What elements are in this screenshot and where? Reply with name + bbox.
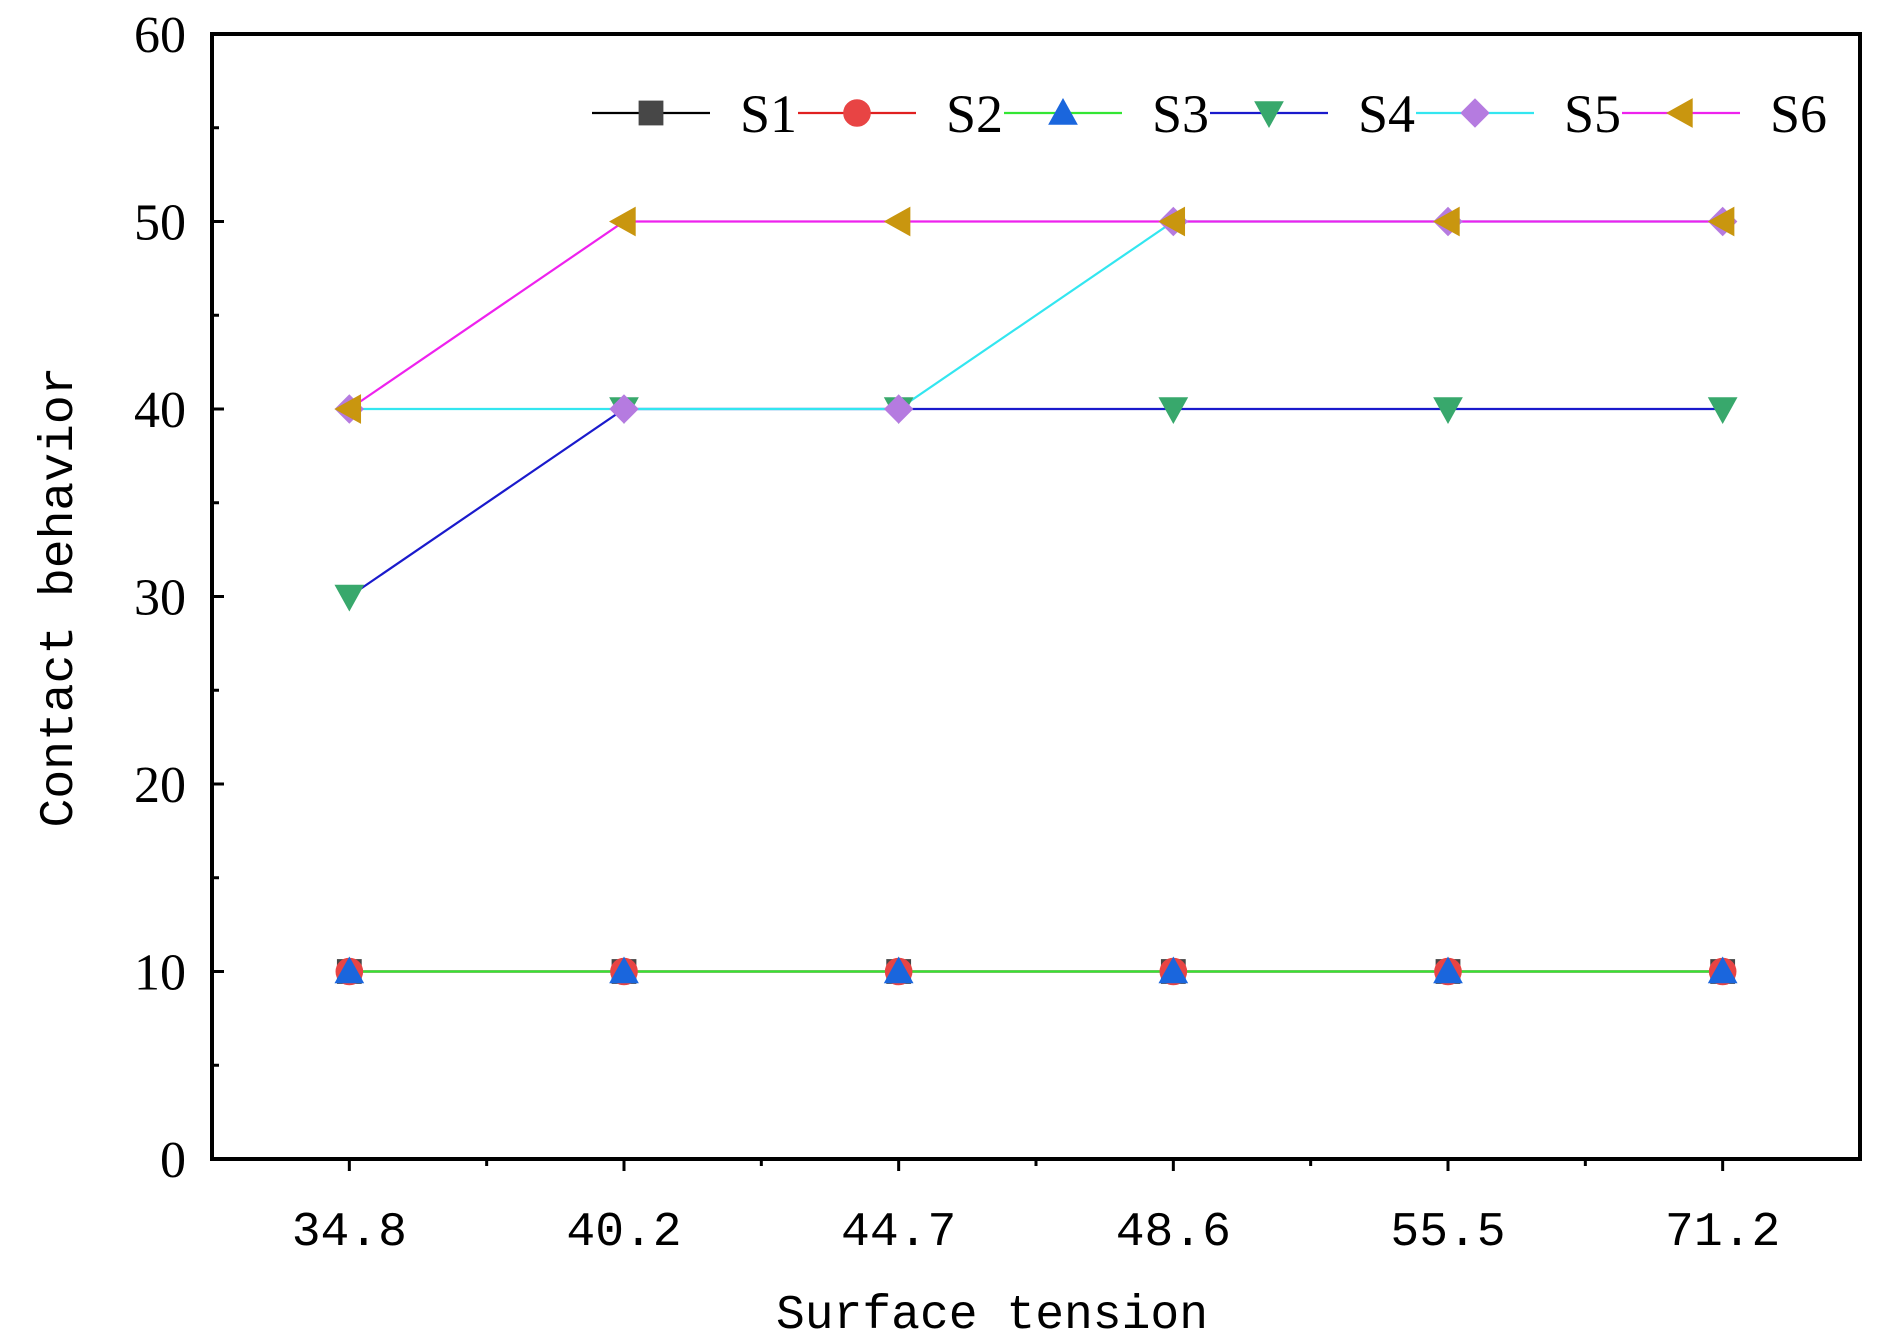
legend-marker xyxy=(843,99,871,127)
marker-s4-55.5 xyxy=(1433,397,1463,425)
marker-s6-55.5 xyxy=(1432,206,1460,237)
marker-s6-44.7 xyxy=(883,206,911,237)
marker-s5-44.7 xyxy=(883,394,914,424)
marker-s4-34.8 xyxy=(334,584,365,612)
legend-label: S1 xyxy=(740,84,797,144)
x-tick-label: 40.2 xyxy=(566,1206,681,1260)
marker-s6-71.2 xyxy=(1707,206,1735,237)
legend-marker xyxy=(1048,97,1078,125)
series-line-s6 xyxy=(348,220,1723,410)
y-tick-label: 0 xyxy=(160,1132,186,1189)
legend-marker xyxy=(1254,101,1284,129)
marker-s3-44.7 xyxy=(883,956,914,984)
legend-item-s5: S5 xyxy=(1416,84,1621,144)
marker-s3-48.6 xyxy=(1158,956,1189,984)
legend-label: S4 xyxy=(1358,84,1415,144)
x-tick-label: 44.7 xyxy=(841,1206,956,1260)
y-axis-title: Contact behavior xyxy=(33,367,87,828)
y-tick-label: 50 xyxy=(134,195,186,252)
marker-s3-40.2 xyxy=(609,956,639,984)
legend-marker xyxy=(638,100,664,126)
marker-s3-34.8 xyxy=(334,956,365,984)
y-tick-label: 20 xyxy=(134,757,186,814)
y-tick-label: 10 xyxy=(134,945,186,1002)
marker-s4-71.2 xyxy=(1707,397,1738,425)
legend-label: S5 xyxy=(1564,84,1621,144)
x-tick-label: 55.5 xyxy=(1390,1206,1505,1260)
legend-item-s4: S4 xyxy=(1210,84,1415,144)
x-tick-label: 34.8 xyxy=(292,1206,407,1260)
marker-s6-48.6 xyxy=(1158,206,1186,237)
marker-s6-34.8 xyxy=(334,394,362,424)
legend-item-s2: S2 xyxy=(798,84,1003,144)
x-axis: 34.8 40.2 44.7 48.6 55.5 71.2 xyxy=(292,1159,1780,1260)
x-tick-label: 71.2 xyxy=(1665,1206,1780,1260)
legend-label: S2 xyxy=(946,84,1003,144)
marker-s3-71.2 xyxy=(1707,956,1738,984)
y-axis: 0 10 20 30 40 50 60 xyxy=(134,7,224,1189)
marker-s4-48.6 xyxy=(1158,397,1189,425)
marker-s6-40.2 xyxy=(608,206,636,237)
marker-s3-55.5 xyxy=(1433,956,1463,984)
legend: S1 S2 S3 S4 S5 S6 xyxy=(592,84,1827,144)
legend-item-s3: S3 xyxy=(1004,84,1209,144)
series-lines xyxy=(348,220,1723,973)
legend-marker xyxy=(1460,98,1490,128)
series-markers xyxy=(334,206,1738,986)
y-tick-label: 30 xyxy=(134,570,186,627)
legend-item-s1: S1 xyxy=(592,84,797,144)
legend-item-s6: S6 xyxy=(1622,84,1827,144)
legend-marker xyxy=(1665,98,1693,128)
series-line-s4 xyxy=(348,407,1723,598)
legend-label: S3 xyxy=(1152,84,1209,144)
y-tick-label: 40 xyxy=(134,382,186,439)
marker-s5-40.2 xyxy=(609,394,639,424)
y-tick-label: 60 xyxy=(134,7,186,64)
x-axis-title: Surface tension xyxy=(776,1289,1208,1342)
legend-label: S6 xyxy=(1770,84,1827,144)
x-tick-label: 48.6 xyxy=(1116,1206,1231,1260)
